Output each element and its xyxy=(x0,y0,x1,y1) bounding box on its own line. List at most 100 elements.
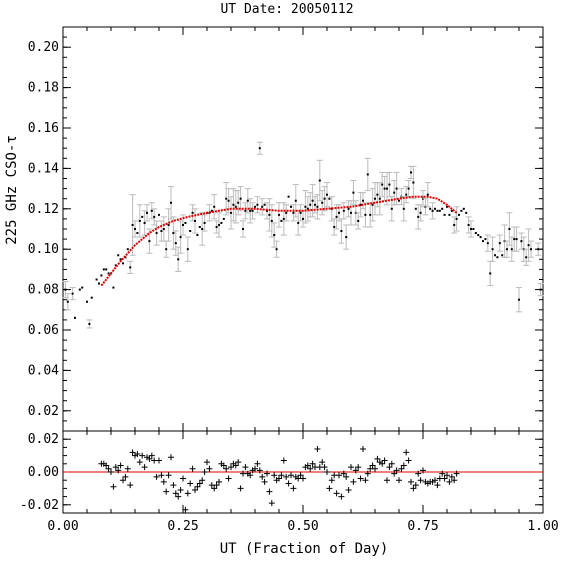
data-point xyxy=(486,242,489,245)
residual-point xyxy=(304,462,311,469)
data-point xyxy=(237,201,240,204)
data-point xyxy=(136,232,139,235)
data-point xyxy=(302,217,304,220)
data-point xyxy=(335,215,338,218)
residual-point xyxy=(400,462,407,469)
y-tick-label: 0.04 xyxy=(28,363,59,378)
data-point xyxy=(270,219,273,222)
y-tick-label: 0.08 xyxy=(28,283,59,298)
residual-point xyxy=(187,480,194,487)
data-point xyxy=(309,203,312,206)
data-point xyxy=(234,205,237,208)
data-point xyxy=(220,221,223,224)
residual-point xyxy=(228,464,234,471)
chart-title: UT Date: 20050112 xyxy=(220,2,354,17)
residual-point xyxy=(237,485,244,492)
data-point xyxy=(455,217,458,220)
residual-point xyxy=(307,465,314,472)
data-point xyxy=(114,264,117,267)
data-point xyxy=(376,193,379,196)
data-point xyxy=(222,217,225,220)
data-point xyxy=(95,278,98,281)
residual-point xyxy=(283,473,290,480)
data-point xyxy=(186,248,189,251)
y-tick-label: 0.14 xyxy=(28,161,59,176)
data-point xyxy=(227,199,230,202)
data-point xyxy=(126,248,129,251)
residual-point xyxy=(177,487,184,494)
data-point xyxy=(398,199,400,202)
data-point xyxy=(218,223,220,226)
data-point xyxy=(225,197,228,200)
data-point xyxy=(172,232,175,235)
data-point xyxy=(347,207,350,210)
data-point xyxy=(431,209,434,212)
data-point xyxy=(417,215,420,218)
residual-point xyxy=(350,478,357,485)
data-point xyxy=(117,254,120,257)
data-point xyxy=(102,268,105,271)
data-point xyxy=(119,258,122,261)
data-point xyxy=(278,213,280,216)
fit-curve xyxy=(100,195,458,287)
y-tick-label: -0.02 xyxy=(20,498,59,513)
residual-point xyxy=(297,472,304,479)
residual-point xyxy=(247,472,254,479)
data-point xyxy=(160,230,163,233)
residual-point xyxy=(127,482,134,489)
data-point xyxy=(342,209,345,212)
data-point xyxy=(258,147,261,150)
data-point xyxy=(280,219,283,222)
residual-point xyxy=(175,493,182,500)
data-point xyxy=(230,211,232,214)
residual-point xyxy=(446,478,453,485)
residual-point xyxy=(451,477,458,484)
data-point xyxy=(98,282,100,285)
data-point xyxy=(155,232,158,235)
residual-point xyxy=(103,462,110,469)
residual-point xyxy=(110,483,117,490)
data-point xyxy=(494,254,496,257)
residual-point xyxy=(223,465,230,472)
residual-point xyxy=(280,457,287,464)
data-point xyxy=(484,238,487,241)
residual-point xyxy=(408,478,414,485)
residual-point xyxy=(364,470,371,477)
data-point xyxy=(525,256,528,259)
data-point xyxy=(138,219,141,222)
data-point xyxy=(537,248,540,251)
main-plot-panel: 0.02 0.04 0.06 0.08 0.10 0.12 0.14 0.16 0.18 0.20 xyxy=(28,26,544,432)
residual-point xyxy=(410,485,417,492)
data-point xyxy=(177,258,180,261)
residual-point xyxy=(398,465,405,472)
data-point xyxy=(496,256,499,259)
data-point xyxy=(299,211,302,214)
data-point xyxy=(366,173,369,176)
data-point xyxy=(345,236,348,239)
data-point xyxy=(282,217,285,220)
data-point xyxy=(378,197,381,200)
residual-point xyxy=(180,475,186,482)
data-point xyxy=(328,197,331,200)
residual-point xyxy=(393,467,400,474)
residual-point xyxy=(108,469,114,475)
data-point xyxy=(134,228,136,230)
residual-point xyxy=(321,464,328,471)
residual-point xyxy=(182,506,189,513)
residual-point xyxy=(384,477,390,484)
y-tick-label: 0.18 xyxy=(28,81,59,96)
residual-point xyxy=(336,472,342,479)
data-point xyxy=(482,240,484,243)
residual-point xyxy=(415,470,422,477)
residual-point xyxy=(192,487,198,494)
data-point xyxy=(462,207,465,210)
residual-point xyxy=(278,472,285,479)
y-tick-label: 0.16 xyxy=(28,121,59,136)
y-tick-label: 0.10 xyxy=(28,242,59,257)
residual-point xyxy=(420,467,426,474)
data-point xyxy=(66,300,69,303)
residual-point xyxy=(448,473,455,480)
data-point xyxy=(244,209,247,212)
data-point xyxy=(371,203,374,206)
data-point xyxy=(453,223,456,226)
